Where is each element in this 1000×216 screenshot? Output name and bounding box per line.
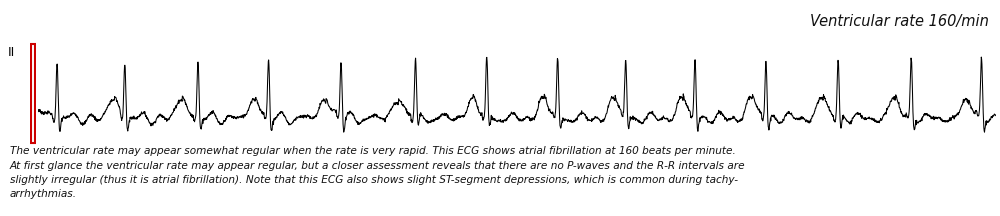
Text: II: II [8, 46, 15, 59]
Text: The ventricular rate may appear somewhat regular when the rate is very rapid. Th: The ventricular rate may appear somewhat… [10, 146, 746, 199]
Bar [31, 44, 35, 143]
Text: Rapid atrial fibrillation: Rapid atrial fibrillation [11, 12, 205, 30]
Text: Ventricular rate 160/min: Ventricular rate 160/min [810, 14, 989, 29]
